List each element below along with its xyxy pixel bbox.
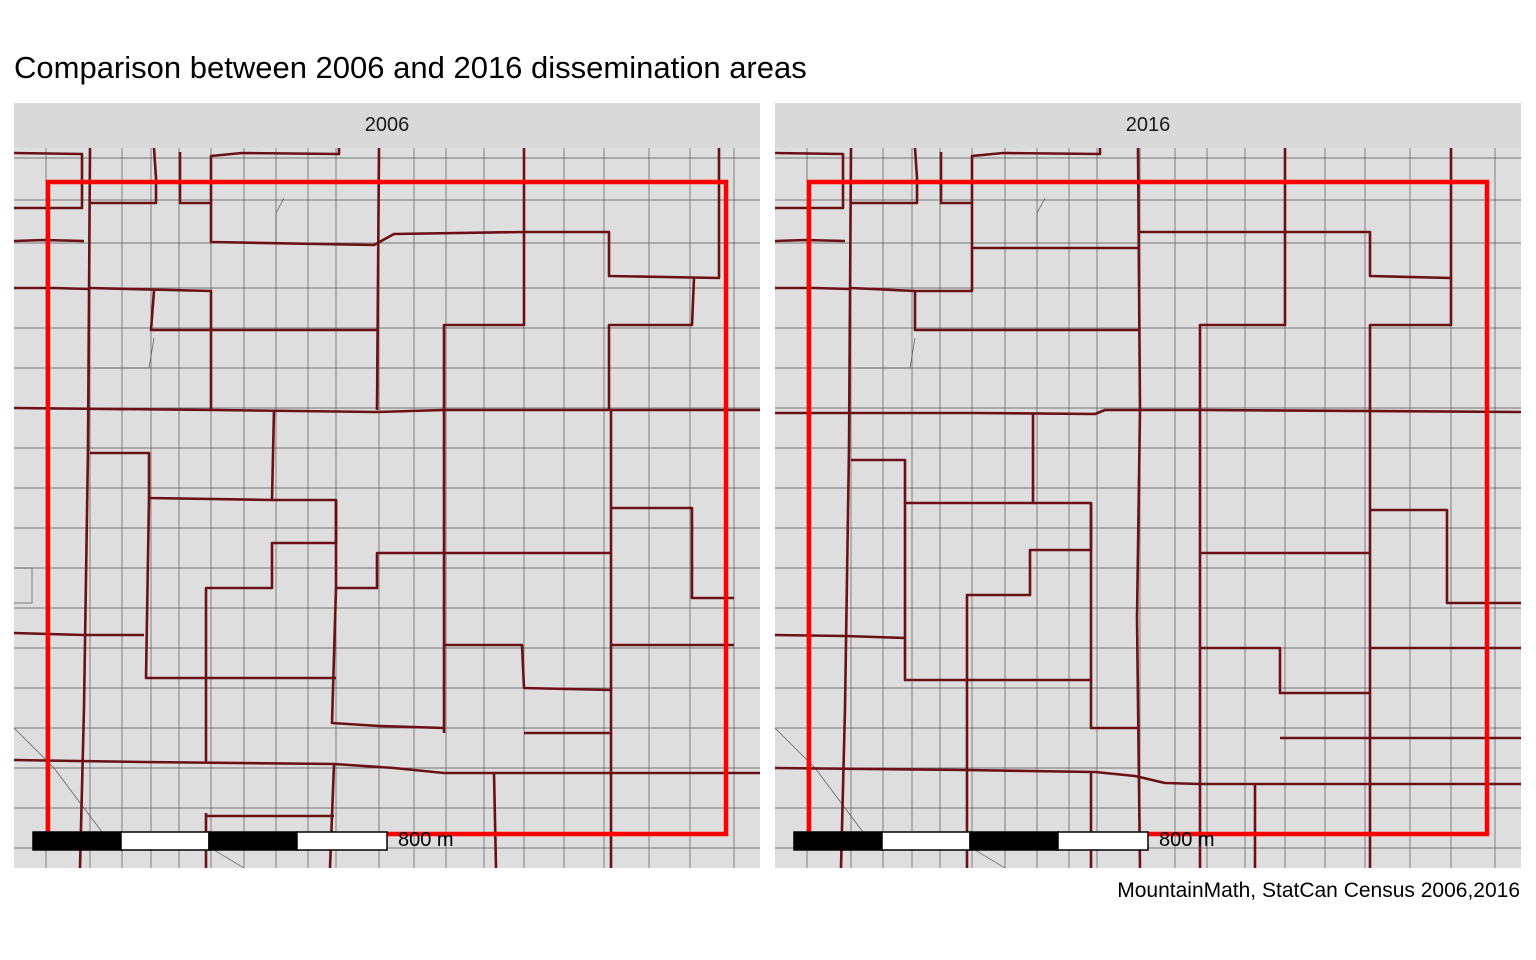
map-background — [775, 148, 1521, 868]
scale-bar-label: 800 m — [1159, 829, 1215, 851]
dissemination-area-boundaries-2016 — [775, 148, 1521, 868]
map-panel-2006: 2006 — [14, 103, 760, 868]
panel-label-2016: 2016 — [1125, 114, 1171, 136]
scale-bar-segment — [969, 831, 1059, 851]
panel-strip-2016: 2016 — [775, 103, 1521, 148]
scale-bar-segment — [793, 831, 883, 851]
map-panel-2016: 2016 — [775, 103, 1521, 868]
map-2006 — [14, 148, 760, 868]
scale-bar-segment — [32, 831, 122, 851]
scale-bar-segment — [208, 831, 298, 851]
panel-label-2006: 2006 — [364, 114, 410, 136]
scale-bar — [793, 831, 1149, 851]
scale-bar-segment — [881, 831, 971, 851]
panel-strip-2006: 2006 — [14, 103, 760, 148]
scale-bar — [32, 831, 388, 851]
source-caption: MountainMath, StatCan Census 2006,2016 — [1117, 879, 1520, 902]
scale-bar-segment — [1057, 831, 1149, 851]
street-grid — [775, 148, 1521, 868]
scale-bar-segment — [120, 831, 210, 851]
chart-title: Comparison between 2006 and 2016 dissemi… — [14, 50, 807, 85]
map-2016 — [775, 148, 1521, 868]
scale-bar-label: 800 m — [398, 829, 454, 851]
scale-bar-segment — [296, 831, 388, 851]
